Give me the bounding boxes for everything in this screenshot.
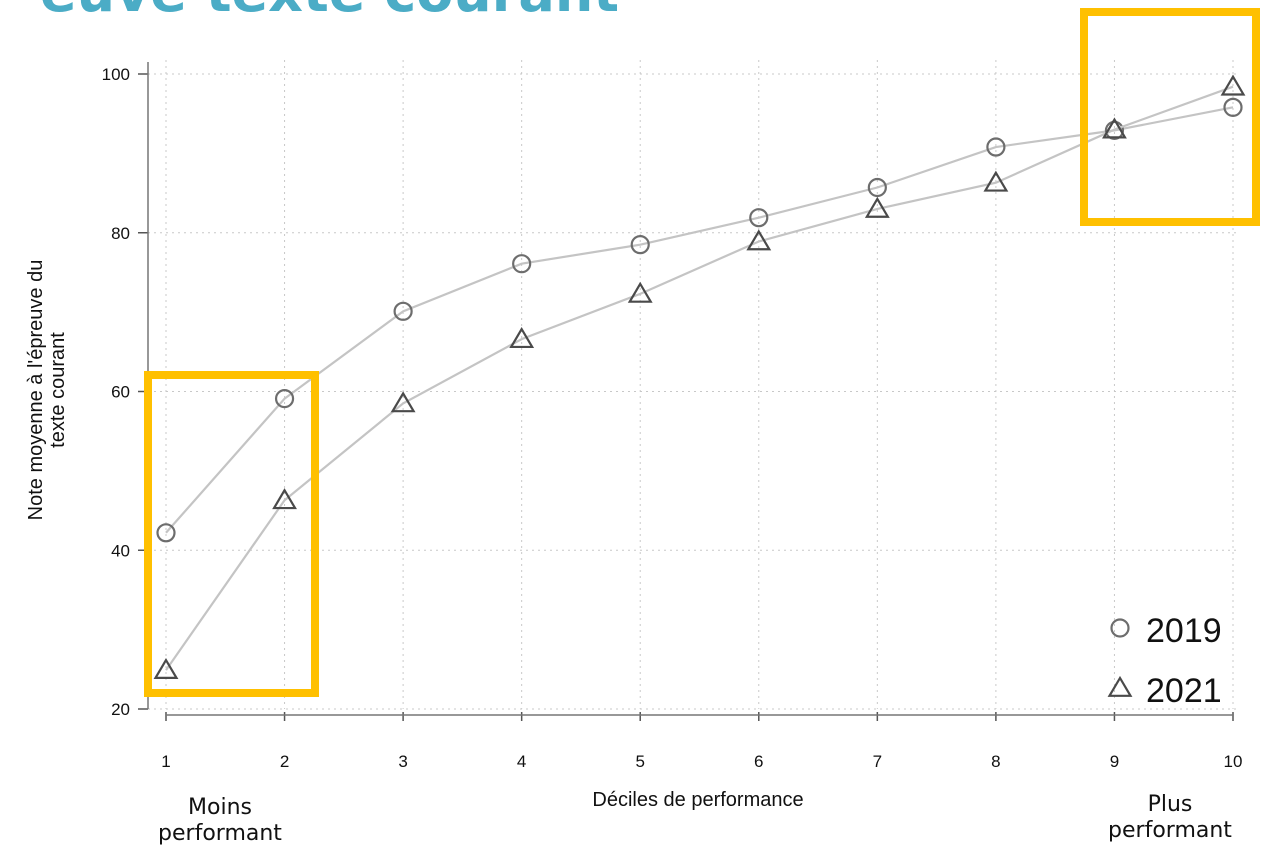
note-less-line2: performant — [158, 821, 282, 846]
point-2021-decile-2 — [272, 488, 297, 510]
point-2021-decile-3 — [390, 391, 416, 413]
point-2019-decile-10 — [1223, 97, 1243, 117]
point-2019-decile-1 — [156, 523, 176, 543]
series-layer — [153, 74, 1246, 680]
point-2021-decile-6 — [746, 229, 772, 251]
point-2019-decile-2 — [274, 389, 295, 409]
point-2021-decile-5 — [627, 281, 653, 303]
point-2019-decile-5 — [630, 235, 650, 255]
point-2021-decile-9 — [1102, 117, 1127, 139]
series-line-2021 — [165, 85, 1234, 671]
series-line-2019 — [165, 106, 1234, 534]
note-less-line1: Moins — [188, 795, 252, 820]
point-2021-decile-8 — [983, 170, 1009, 192]
x-axis-title: Déciles de performance — [592, 789, 803, 811]
page-title: euve texte courant — [40, 0, 619, 20]
y-tick-label: 100 — [102, 65, 130, 84]
highlight-box-high-deciles — [1080, 8, 1260, 226]
y-tick-label: 20 — [111, 700, 130, 719]
point-2021-decile-10 — [1220, 74, 1246, 96]
note-less-performant: Moins performant — [120, 795, 320, 847]
x-tick-label: 9 — [1110, 752, 1119, 771]
y-axis-title-line1: Note moyenne à l'épreuve du — [25, 260, 47, 521]
legend-marker-2019 — [1110, 618, 1130, 638]
y-axis-title: Note moyenne à l'épreuve du texte couran… — [25, 260, 69, 521]
x-tick-label: 10 — [1224, 752, 1243, 771]
point-2019-decile-7 — [867, 177, 887, 198]
y-tick-label: 40 — [111, 541, 130, 560]
point-2021-decile-1 — [153, 657, 179, 680]
x-tick-label: 8 — [991, 752, 1000, 771]
x-tick-label: 1 — [161, 752, 170, 771]
x-tick-label: 3 — [398, 752, 407, 771]
note-more-performant: Plus performant — [1070, 792, 1268, 844]
y-tick-label: 60 — [111, 383, 130, 402]
x-tick-label: 5 — [635, 752, 644, 771]
x-tick-label: 4 — [517, 752, 526, 771]
point-2019-decile-3 — [393, 301, 413, 321]
x-tick-label: 7 — [873, 752, 882, 771]
point-2019-decile-6 — [749, 208, 769, 228]
y-axis-title-line2: texte courant — [47, 332, 69, 448]
y-tick-label: 80 — [111, 224, 130, 243]
legend: 2019 2021 — [1107, 612, 1222, 710]
x-tick-label: 2 — [280, 752, 289, 771]
axes: 1 2 3 4 5 6 7 8 9 10 20 40 60 80 100 — [102, 62, 1243, 771]
note-more-line1: Plus — [1147, 792, 1193, 817]
legend-label-2019: 2019 — [1146, 612, 1222, 650]
point-2019-decile-8 — [986, 137, 1006, 157]
point-2019-decile-4 — [512, 254, 532, 274]
point-2019-decile-9 — [1104, 120, 1125, 140]
x-tick-label: 6 — [754, 752, 763, 771]
highlight-layer — [144, 8, 1260, 697]
note-more-line2: performant — [1108, 818, 1232, 843]
highlight-box-low-deciles — [144, 371, 319, 697]
legend-marker-2021 — [1107, 675, 1133, 697]
legend-label-2021: 2021 — [1146, 672, 1222, 710]
point-2021-decile-4 — [509, 326, 535, 349]
point-2021-decile-7 — [864, 196, 890, 218]
grid — [148, 60, 1240, 710]
